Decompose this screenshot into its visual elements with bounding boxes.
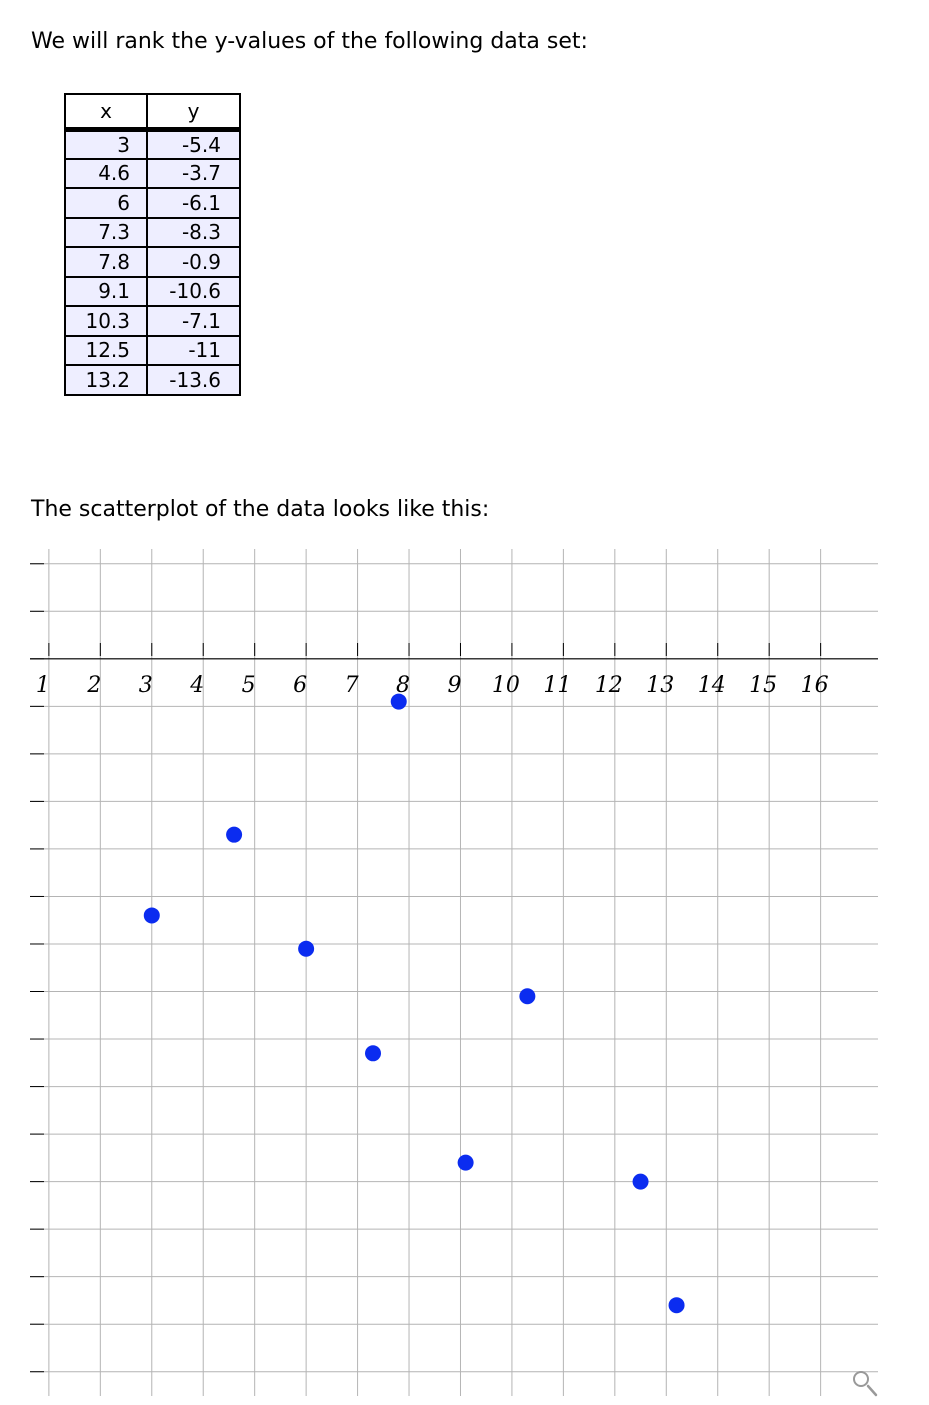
intro-text: We will rank the y-values of the followi… (31, 29, 588, 54)
cell-x: 3 (64, 128, 148, 160)
table-row: 3 -5.4 (64, 128, 241, 160)
axes (30, 658, 878, 660)
x-tick-label: 5 (242, 673, 256, 698)
header-x: x (64, 93, 148, 132)
data-point (457, 1154, 474, 1171)
data-points (143, 693, 685, 1314)
x-tick-label: 3 (139, 673, 153, 698)
data-point (519, 988, 536, 1005)
table-header-row: x y (64, 93, 241, 132)
data-point (143, 907, 160, 924)
x-tick-label: 4 (189, 673, 204, 698)
plot-intro-text: The scatterplot of the data looks like t… (31, 497, 490, 522)
cell-y: -8.3 (146, 216, 241, 248)
cell-y: -10.6 (146, 275, 241, 307)
x-tick-label: 16 (801, 673, 829, 698)
table-row: 7.8 -0.9 (64, 246, 241, 278)
data-point (632, 1173, 649, 1190)
x-tick-label: 10 (492, 673, 520, 698)
magnifier-icon[interactable] (853, 1371, 878, 1397)
cell-x: 10.3 (64, 305, 148, 337)
table-row: 10.3 -7.1 (64, 305, 241, 337)
cell-y: -3.7 (146, 157, 241, 189)
table-row: 9.1 -10.6 (64, 275, 241, 307)
x-tick-label: 12 (595, 673, 623, 698)
table-row: 13.2 -13.6 (64, 364, 241, 396)
x-tick-label: 6 (293, 673, 307, 698)
table-row: 7.3 -8.3 (64, 216, 241, 248)
horizontal-gridlines (30, 563, 878, 1373)
cell-x: 7.8 (64, 246, 148, 278)
header-y: y (146, 93, 241, 132)
cell-x: 6 (64, 187, 148, 219)
cell-y: -0.9 (146, 246, 241, 278)
x-tick-label: 9 (447, 673, 461, 698)
cell-x: 13.2 (64, 364, 148, 396)
data-point (668, 1297, 685, 1314)
x-tick-label: 15 (749, 673, 777, 698)
x-tick-label: 1 (36, 673, 50, 698)
x-tick-label: 8 (396, 673, 410, 698)
cell-y: -6.1 (146, 187, 241, 219)
table-row: 12.5 -11 (64, 334, 241, 366)
cell-x: 12.5 (64, 334, 148, 366)
data-point (390, 693, 407, 710)
x-tick-label: 11 (543, 673, 571, 698)
data-table: x y 3 -5.4 4.6 -3.7 6 -6.1 7.3 -8.3 7.8 -0.9 … (64, 93, 241, 396)
data-point (298, 940, 315, 957)
x-tick-label: 14 (698, 673, 726, 698)
table-row: 6 -6.1 (64, 187, 241, 219)
cell-y: -5.4 (146, 128, 241, 160)
cell-x: 9.1 (64, 275, 148, 307)
data-point (365, 1045, 382, 1062)
cell-x: 7.3 (64, 216, 148, 248)
x-tick-label: 13 (646, 673, 674, 698)
x-tick-labels: 1 2 3 4 5 6 7 8 9 10 11 12 13 14 15 16 (36, 673, 829, 698)
cell-y: -11 (146, 334, 241, 366)
axis-ticks (30, 563, 822, 1373)
cell-y: -7.1 (146, 305, 241, 337)
data-point (226, 826, 243, 843)
x-tick-label: 2 (86, 673, 101, 698)
cell-y: -13.6 (146, 364, 241, 396)
cell-x: 4.6 (64, 157, 148, 189)
table-row: 4.6 -3.7 (64, 157, 241, 189)
x-tick-label: 7 (345, 673, 359, 698)
scatterplot[interactable]: 1 2 3 4 5 6 7 8 9 10 11 12 13 14 15 16 (0, 540, 929, 1405)
vertical-gridlines (48, 549, 822, 1396)
